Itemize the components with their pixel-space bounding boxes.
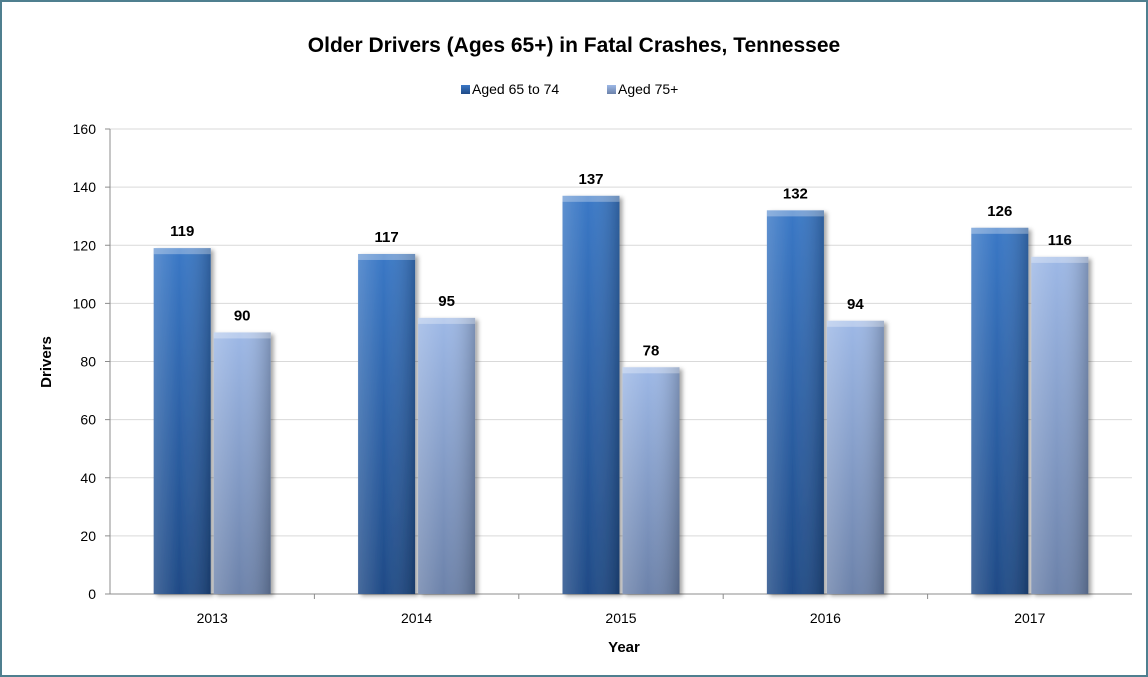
y-tick-label: 20: [80, 528, 96, 544]
y-tick-label: 140: [73, 179, 97, 195]
x-tick-label: 2014: [401, 610, 432, 626]
bar-cap: [418, 317, 476, 324]
bar-cap: [766, 210, 824, 217]
bar-aged-75-plus-2013: [213, 332, 271, 594]
chart-title: Older Drivers (Ages 65+) in Fatal Crashe…: [308, 34, 840, 57]
y-tick-label: 60: [80, 412, 96, 428]
bar-cap: [1031, 256, 1089, 263]
data-label-aged-75-plus-2014: 95: [438, 293, 455, 310]
bar-shading: [562, 195, 620, 594]
bar-aged-75-plus-2017: [1031, 256, 1089, 594]
bar-cap: [562, 195, 620, 202]
bar-aged-65-to-74-2014: [358, 253, 416, 594]
x-tick-label: 2013: [197, 610, 228, 626]
bar-cap: [826, 320, 884, 327]
y-tick-label: 40: [80, 470, 96, 486]
x-tick-label: 2016: [810, 610, 841, 626]
gridlines: [110, 128, 1132, 595]
legend-label-aged-65-to-74: Aged 65 to 74: [472, 81, 559, 97]
bar-aged-65-to-74-2013: [153, 248, 211, 594]
legend-swatch-aged-65-to-74: [461, 85, 470, 94]
data-label-aged-75-plus-2016: 94: [847, 296, 864, 313]
y-axis-ticks: 0 20 40 60 80 100 120 140 160: [73, 121, 111, 602]
bar-shading: [153, 248, 211, 594]
bar-shading: [213, 332, 271, 594]
bar-shading: [766, 210, 824, 594]
data-label-aged-75-plus-2015: 78: [643, 342, 660, 359]
legend-label-aged-75-plus: Aged 75+: [618, 81, 678, 97]
bar-cap: [213, 332, 271, 339]
x-axis: 2013 2014 2015 2016 2017: [197, 594, 1046, 626]
data-label-aged-65-to-74-2013: 119: [170, 223, 194, 240]
bar-cap: [971, 227, 1029, 234]
bar-aged-65-to-74-2016: [766, 210, 824, 594]
bar-shading: [971, 227, 1029, 594]
bar-aged-65-to-74-2015: [562, 195, 620, 594]
bar-aged-75-plus-2015: [622, 367, 680, 594]
bar-shading: [1031, 256, 1089, 594]
bar-shading: [358, 253, 416, 594]
bar-cap: [622, 367, 680, 374]
y-tick-label: 0: [88, 586, 96, 602]
data-label-aged-65-to-74-2014: 117: [374, 229, 398, 246]
bars: [153, 195, 1089, 594]
y-axis-title: Drivers: [38, 336, 55, 388]
bar-shading: [418, 317, 476, 594]
y-tick-label: 160: [73, 121, 97, 137]
legend: Aged 65 to 74 Aged 75+: [461, 81, 678, 97]
data-label-aged-75-plus-2017: 116: [1048, 232, 1072, 249]
data-label-aged-65-to-74-2017: 126: [987, 203, 1012, 220]
data-labels: 119 90 117 95 137 78 132 94 126 116: [170, 171, 1072, 359]
bar-cap: [153, 248, 211, 255]
bar-aged-75-plus-2014: [418, 317, 476, 594]
y-tick-label: 120: [73, 237, 97, 253]
x-tick-label: 2017: [1014, 610, 1045, 626]
y-tick-label: 80: [80, 354, 96, 370]
x-axis-title: Year: [608, 639, 640, 656]
bar-shading: [622, 367, 680, 594]
bar-shading: [826, 320, 884, 594]
legend-swatch-aged-75-plus: [607, 85, 616, 94]
y-tick-label: 100: [73, 295, 97, 311]
data-label-aged-75-plus-2013: 90: [234, 307, 251, 324]
data-label-aged-65-to-74-2016: 132: [783, 185, 808, 202]
data-label-aged-65-to-74-2015: 137: [578, 171, 603, 188]
bar-aged-75-plus-2016: [826, 320, 884, 594]
x-tick-label: 2015: [605, 610, 636, 626]
bar-cap: [358, 253, 416, 260]
bar-aged-65-to-74-2017: [971, 227, 1029, 594]
